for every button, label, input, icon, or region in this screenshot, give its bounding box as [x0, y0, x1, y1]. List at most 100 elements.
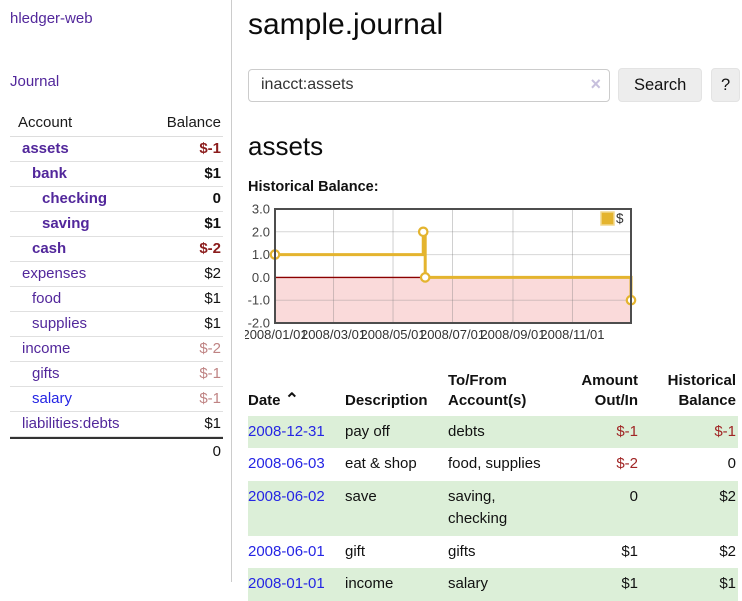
date-cell: 2008-01-01 [248, 568, 345, 601]
amount-cell: $1 [621, 575, 638, 593]
account-balance: 0 [212, 190, 221, 207]
x-tick-label: 2008/09/01 [480, 327, 545, 342]
account-balance: $2 [204, 265, 221, 282]
description-cell: save [345, 488, 377, 505]
y-tick-label: 1.0 [252, 247, 270, 262]
search-form: × Search ? [248, 68, 740, 102]
y-tick-label: 0.0 [252, 270, 270, 285]
transaction-date-link[interactable]: 2008-12-31 [248, 422, 325, 440]
accounts-table: Account Balance assets $-1 bank $1 checking 0… [10, 111, 223, 460]
account-link-bank[interactable]: bank [32, 165, 68, 182]
register-table: Date ⌃ Description To/From Account(s) Amo… [248, 369, 738, 601]
account-balance: $1 [204, 415, 221, 432]
transaction-date-link[interactable]: 2008-06-03 [248, 455, 325, 473]
account-balance: $-1 [199, 390, 221, 407]
account-balance: $-2 [199, 340, 221, 357]
legend-label: $ [616, 211, 624, 226]
amount-column-header: Amount Out/In [581, 372, 638, 410]
account-link-saving[interactable]: saving [42, 215, 90, 232]
accounts-cell: debts [448, 422, 485, 440]
account-link-supplies[interactable]: supplies [32, 315, 88, 332]
historical-balance-chart: $3.0 2.0 1.0 0.0 -1.0 -2.02008/01/012008/03/0… [242, 202, 637, 342]
account-row: food $1 [10, 287, 223, 312]
search-input[interactable] [248, 68, 610, 102]
transaction-row: 2008-06-02 save saving, checking 0 $2 [248, 481, 738, 536]
amount-cell: 0 [629, 488, 638, 505]
app-brand-link[interactable]: hledger-web [10, 10, 93, 27]
y-tick-label: 2.0 [252, 224, 270, 239]
account-row: checking 0 [10, 187, 223, 212]
plot-border [274, 208, 632, 324]
y-tick-label: 3.0 [252, 202, 270, 217]
chart-title: Historical Balance: [248, 179, 379, 195]
account-row: liabilities:debts $1 [10, 412, 223, 437]
description-column-header: Description [345, 392, 428, 410]
accounts-total-value: 0 [212, 443, 221, 460]
transaction-date-link[interactable]: 2008-01-01 [248, 575, 325, 593]
balance-cell: 0 [727, 455, 736, 473]
account-link-expenses[interactable]: expenses [22, 265, 87, 282]
accounts-cell: saving, checking [448, 488, 508, 527]
amount-cell: $-2 [616, 455, 638, 473]
account-link-assets[interactable]: assets [22, 140, 69, 157]
account-balance: $1 [204, 165, 221, 182]
account-link-cash[interactable]: cash [32, 240, 67, 257]
account-balance: $-1 [199, 140, 221, 157]
account-balance: $1 [204, 215, 221, 232]
x-tick-label: 2008/11/01 [540, 327, 604, 342]
date-cell: 2008-06-02 [248, 481, 345, 536]
sidebar-item-journal[interactable]: Journal [10, 73, 60, 90]
description-cell: income [345, 575, 394, 593]
account-link-checking[interactable]: checking [42, 190, 108, 207]
sidebar: hledger-web Journal Account Balance asse… [0, 0, 232, 582]
balance-cell: $-1 [714, 422, 736, 440]
amount-cell: $-1 [616, 422, 638, 440]
chart-container: $3.0 2.0 1.0 0.0 -1.0 -2.0 2008/01/01 2008/03/0… [242, 201, 740, 354]
help-button[interactable]: ? [711, 68, 740, 102]
account-row: saving $1 [10, 212, 223, 237]
accounts-cell: gifts [448, 542, 476, 560]
accounts-cell: salary [448, 575, 489, 593]
balance-cell: $2 [719, 488, 736, 505]
date-cell: 2008-06-01 [248, 536, 345, 569]
main-content: sample.journal × Search ? assets Histori… [242, 0, 740, 601]
account-link-liabilities-debts[interactable]: liabilities:debts [22, 415, 120, 432]
register-account-heading: assets [248, 131, 324, 161]
accounts-column-header: Account [18, 114, 73, 131]
date-cell: 2008-12-31 [248, 416, 345, 449]
date-cell: 2008-06-03 [248, 448, 345, 481]
account-row: cash $-2 [10, 237, 223, 262]
description-cell: gift [345, 542, 366, 560]
clear-search-icon[interactable]: × [590, 73, 601, 94]
account-link-salary[interactable]: salary [32, 390, 73, 407]
data-point-marker [419, 272, 431, 283]
account-link-food[interactable]: food [32, 290, 62, 307]
description-cell: pay off [345, 422, 390, 440]
transaction-date-link[interactable]: 2008-06-01 [248, 542, 325, 560]
transaction-row: 2008-06-03 eat & shop food, supplies $-2 0 [248, 448, 738, 481]
x-tick-label: 2008/03/01 [301, 327, 366, 342]
page-title: sample.journal [248, 8, 444, 41]
y-tick-label: -1.0 [248, 293, 270, 308]
accounts-table-header: Account Balance [10, 111, 223, 137]
balance-column-header-main: Historical Balance [667, 372, 736, 410]
account-row: supplies $1 [10, 312, 223, 337]
account-balance: $1 [204, 290, 221, 307]
account-link-income[interactable]: income [22, 340, 71, 357]
account-balance: $-1 [199, 365, 221, 382]
account-row: salary $-1 [10, 387, 223, 412]
account-link-gifts[interactable]: gifts [32, 365, 60, 382]
balance-cell: $1 [719, 575, 736, 593]
sort-ascending-icon: ⌃ [284, 389, 299, 409]
search-button[interactable]: Search [618, 68, 703, 102]
y-tick-label: -2.0 [248, 316, 270, 331]
account-row: gifts $-1 [10, 362, 223, 387]
accounts-total-row: 0 [10, 437, 223, 460]
date-column-header[interactable]: Date ⌃ [248, 389, 299, 409]
transaction-row: 2008-12-31 pay off debts $-1 $-1 [248, 415, 738, 449]
transaction-date-link[interactable]: 2008-06-02 [248, 488, 325, 505]
description-cell: eat & shop [345, 455, 417, 473]
transaction-row: 2008-01-01 income salary $1 $1 [248, 568, 738, 601]
accounts-column-header-main: To/From Account(s) [448, 372, 527, 410]
account-row: expenses $2 [10, 262, 223, 287]
